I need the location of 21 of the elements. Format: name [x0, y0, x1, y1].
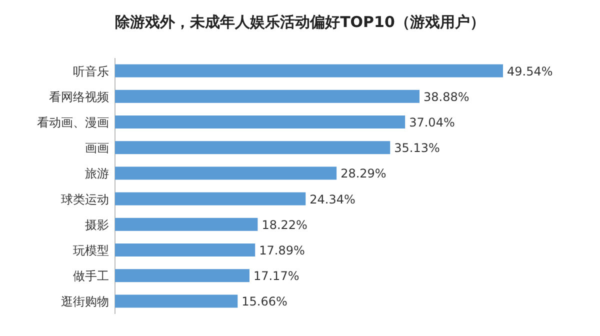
data-label: 15.66% [242, 294, 288, 309]
chart-title: 除游戏外，未成年人娱乐活动偏好TOP10（游戏用户） [115, 13, 485, 31]
y-tick-label: 玩模型 [73, 244, 109, 258]
y-tick-label: 听音乐 [73, 64, 109, 78]
data-label: 17.89% [259, 244, 305, 258]
data-label: 24.34% [310, 192, 356, 206]
y-tick-label: 旅游 [85, 166, 109, 181]
data-label: 18.22% [262, 218, 308, 232]
y-tick-label: 球类运动 [61, 192, 109, 206]
y-tick-label: 摄影 [85, 218, 109, 232]
y-tick-label: 做手工 [73, 269, 109, 284]
y-tick-label: 画画 [85, 141, 109, 156]
data-label: 35.13% [394, 141, 440, 156]
data-label: 49.54% [507, 64, 553, 78]
data-label: 37.04% [409, 116, 455, 130]
data-label: 38.88% [424, 90, 470, 104]
y-tick-label: 逛街购物 [61, 294, 109, 309]
y-tick-label: 看动画、漫画 [37, 116, 109, 130]
data-label: 17.17% [253, 269, 300, 284]
y-tick-label: 看网络视频 [49, 90, 109, 104]
data-label: 28.29% [340, 166, 386, 181]
